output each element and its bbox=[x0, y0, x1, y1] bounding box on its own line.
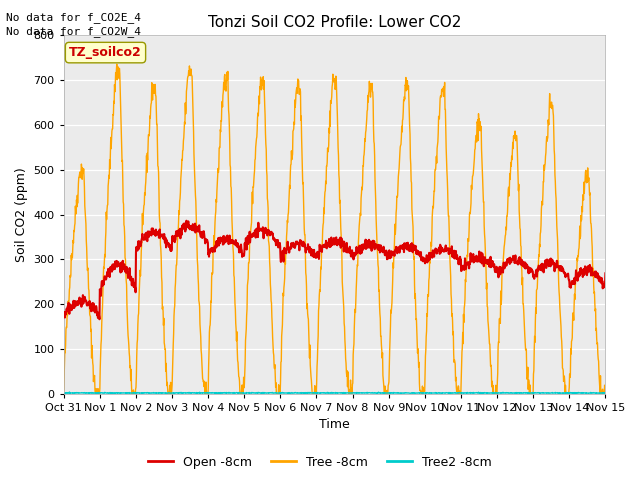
Text: TZ_soilco2: TZ_soilco2 bbox=[69, 46, 142, 59]
Legend: Open -8cm, Tree -8cm, Tree2 -8cm: Open -8cm, Tree -8cm, Tree2 -8cm bbox=[143, 451, 497, 474]
Y-axis label: Soil CO2 (ppm): Soil CO2 (ppm) bbox=[15, 167, 28, 262]
Title: Tonzi Soil CO2 Profile: Lower CO2: Tonzi Soil CO2 Profile: Lower CO2 bbox=[208, 15, 461, 30]
Text: No data for f_CO2E_4: No data for f_CO2E_4 bbox=[6, 12, 141, 23]
X-axis label: Time: Time bbox=[319, 419, 350, 432]
Text: No data for f_CO2W_4: No data for f_CO2W_4 bbox=[6, 26, 141, 37]
